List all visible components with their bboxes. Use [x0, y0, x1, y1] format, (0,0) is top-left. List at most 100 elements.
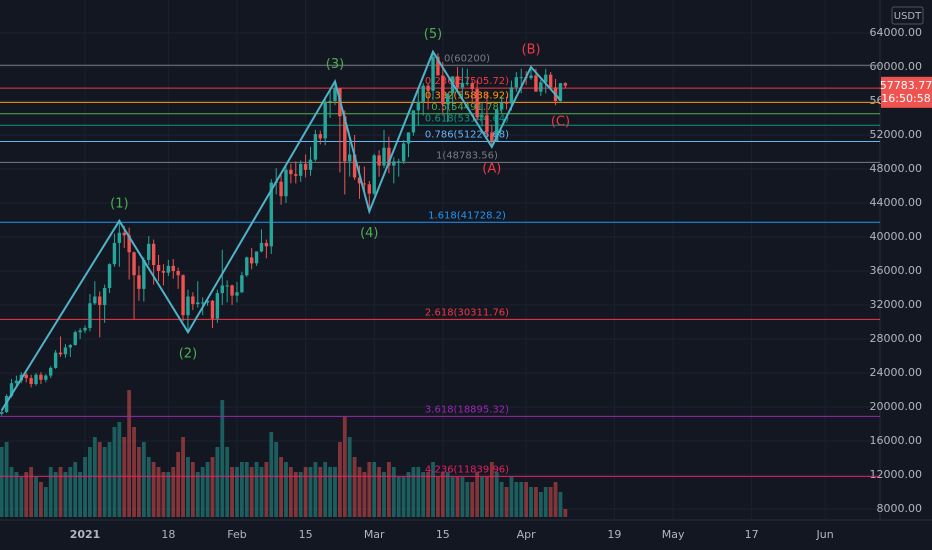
candle-body	[225, 285, 229, 287]
candle-body	[347, 154, 352, 162]
candle-body	[308, 159, 313, 170]
volume-bar	[352, 457, 357, 517]
candle-body	[93, 296, 97, 304]
candle-body	[411, 110, 416, 133]
wave-label: (A)	[482, 161, 501, 176]
volume-bar	[318, 467, 323, 517]
candle-body	[49, 367, 53, 376]
candle-body	[465, 83, 470, 85]
volume-bar	[205, 462, 210, 517]
candle-body	[196, 302, 200, 305]
volume-bar	[382, 472, 386, 517]
volume-bar	[514, 482, 519, 517]
candle-body	[98, 296, 102, 305]
candle-body	[441, 75, 445, 105]
volume-bar	[342, 417, 347, 517]
candle-body	[298, 163, 303, 176]
candle-body	[446, 93, 450, 105]
candle-body	[357, 177, 362, 184]
candle-body	[377, 155, 381, 166]
volume-bar	[313, 462, 318, 517]
volume-bar	[274, 442, 279, 517]
wave-label: (5)	[424, 27, 442, 42]
x-tick-label: Mar	[364, 528, 385, 541]
volume-bar	[112, 427, 117, 517]
candle-body	[63, 347, 68, 355]
candle-body	[132, 252, 136, 276]
candle-body	[245, 257, 249, 276]
candle-body	[362, 183, 367, 185]
candle-body	[514, 77, 519, 88]
volume-bar	[4, 442, 9, 517]
volume-bar	[39, 482, 43, 517]
volume-bar	[73, 462, 78, 517]
volume-bar	[485, 477, 489, 517]
y-tick-label: 52000.00	[870, 128, 923, 141]
candle-body	[122, 232, 126, 236]
volume-bar	[195, 472, 200, 517]
volume-bar	[34, 477, 38, 517]
candle-body	[323, 101, 327, 139]
candle-body	[39, 374, 43, 380]
volume-bar	[171, 467, 176, 517]
volume-bar	[97, 442, 102, 517]
y-tick-label: 60000.00	[870, 60, 923, 73]
volume-bar	[455, 477, 460, 517]
volume-bar	[78, 472, 83, 517]
candle-body	[509, 87, 514, 104]
volume-bar	[181, 437, 185, 517]
candle-body	[200, 302, 205, 304]
volume-bar	[127, 390, 132, 517]
candle-body	[504, 102, 509, 104]
candle-body	[191, 296, 195, 305]
candle-body	[455, 76, 460, 88]
volume-bar	[480, 477, 484, 517]
x-tick-label: Apr	[517, 528, 537, 541]
volume-bar	[416, 467, 421, 517]
volume-bar	[558, 492, 563, 517]
volume-bar	[288, 467, 293, 517]
candle-body	[289, 169, 293, 175]
candle-body	[499, 102, 504, 110]
volume-bar	[225, 447, 230, 517]
candle-body	[186, 296, 190, 316]
volume-bar	[244, 462, 249, 517]
volume-bar	[230, 467, 234, 517]
volume-bar	[210, 457, 215, 517]
volume-bar	[264, 462, 269, 517]
volume-bar	[303, 467, 308, 517]
candle-body	[88, 303, 92, 328]
volume-bar	[406, 472, 411, 517]
volume-bar	[499, 482, 504, 517]
volume-bar	[431, 462, 435, 517]
volume-bar	[137, 447, 141, 517]
volume-bar	[504, 487, 509, 517]
volume-bar	[445, 472, 450, 517]
fib-label: 1(48783.56)	[436, 150, 498, 161]
volume-bar	[494, 472, 499, 517]
wave-label: (B)	[522, 42, 541, 57]
currency-label: USDT	[894, 11, 922, 22]
currency-badge[interactable]	[891, 6, 924, 25]
candle-body	[215, 293, 220, 319]
candle-body	[367, 184, 372, 194]
volume-bar	[176, 452, 181, 517]
candle-body	[548, 74, 553, 88]
candle-body	[397, 161, 401, 163]
candle-body	[107, 264, 112, 288]
fib-label: 0.618(53144.64)	[425, 113, 509, 124]
volume-bar	[347, 437, 352, 517]
candle-body	[460, 83, 465, 88]
fib-label: 1.618(41728.2)	[428, 210, 506, 221]
candle-body	[534, 75, 538, 92]
candle-body	[284, 169, 288, 197]
volume-bar	[117, 422, 122, 517]
y-tick-label: 12000.00	[870, 468, 923, 481]
volume-bar	[509, 477, 514, 517]
wave-label: (4)	[360, 226, 378, 241]
volume-bar	[465, 482, 470, 517]
volume-bar	[524, 482, 529, 517]
volume-bar	[239, 462, 244, 517]
fib-label: 3.618(18895.32)	[425, 404, 509, 415]
volume-bar	[548, 487, 553, 517]
